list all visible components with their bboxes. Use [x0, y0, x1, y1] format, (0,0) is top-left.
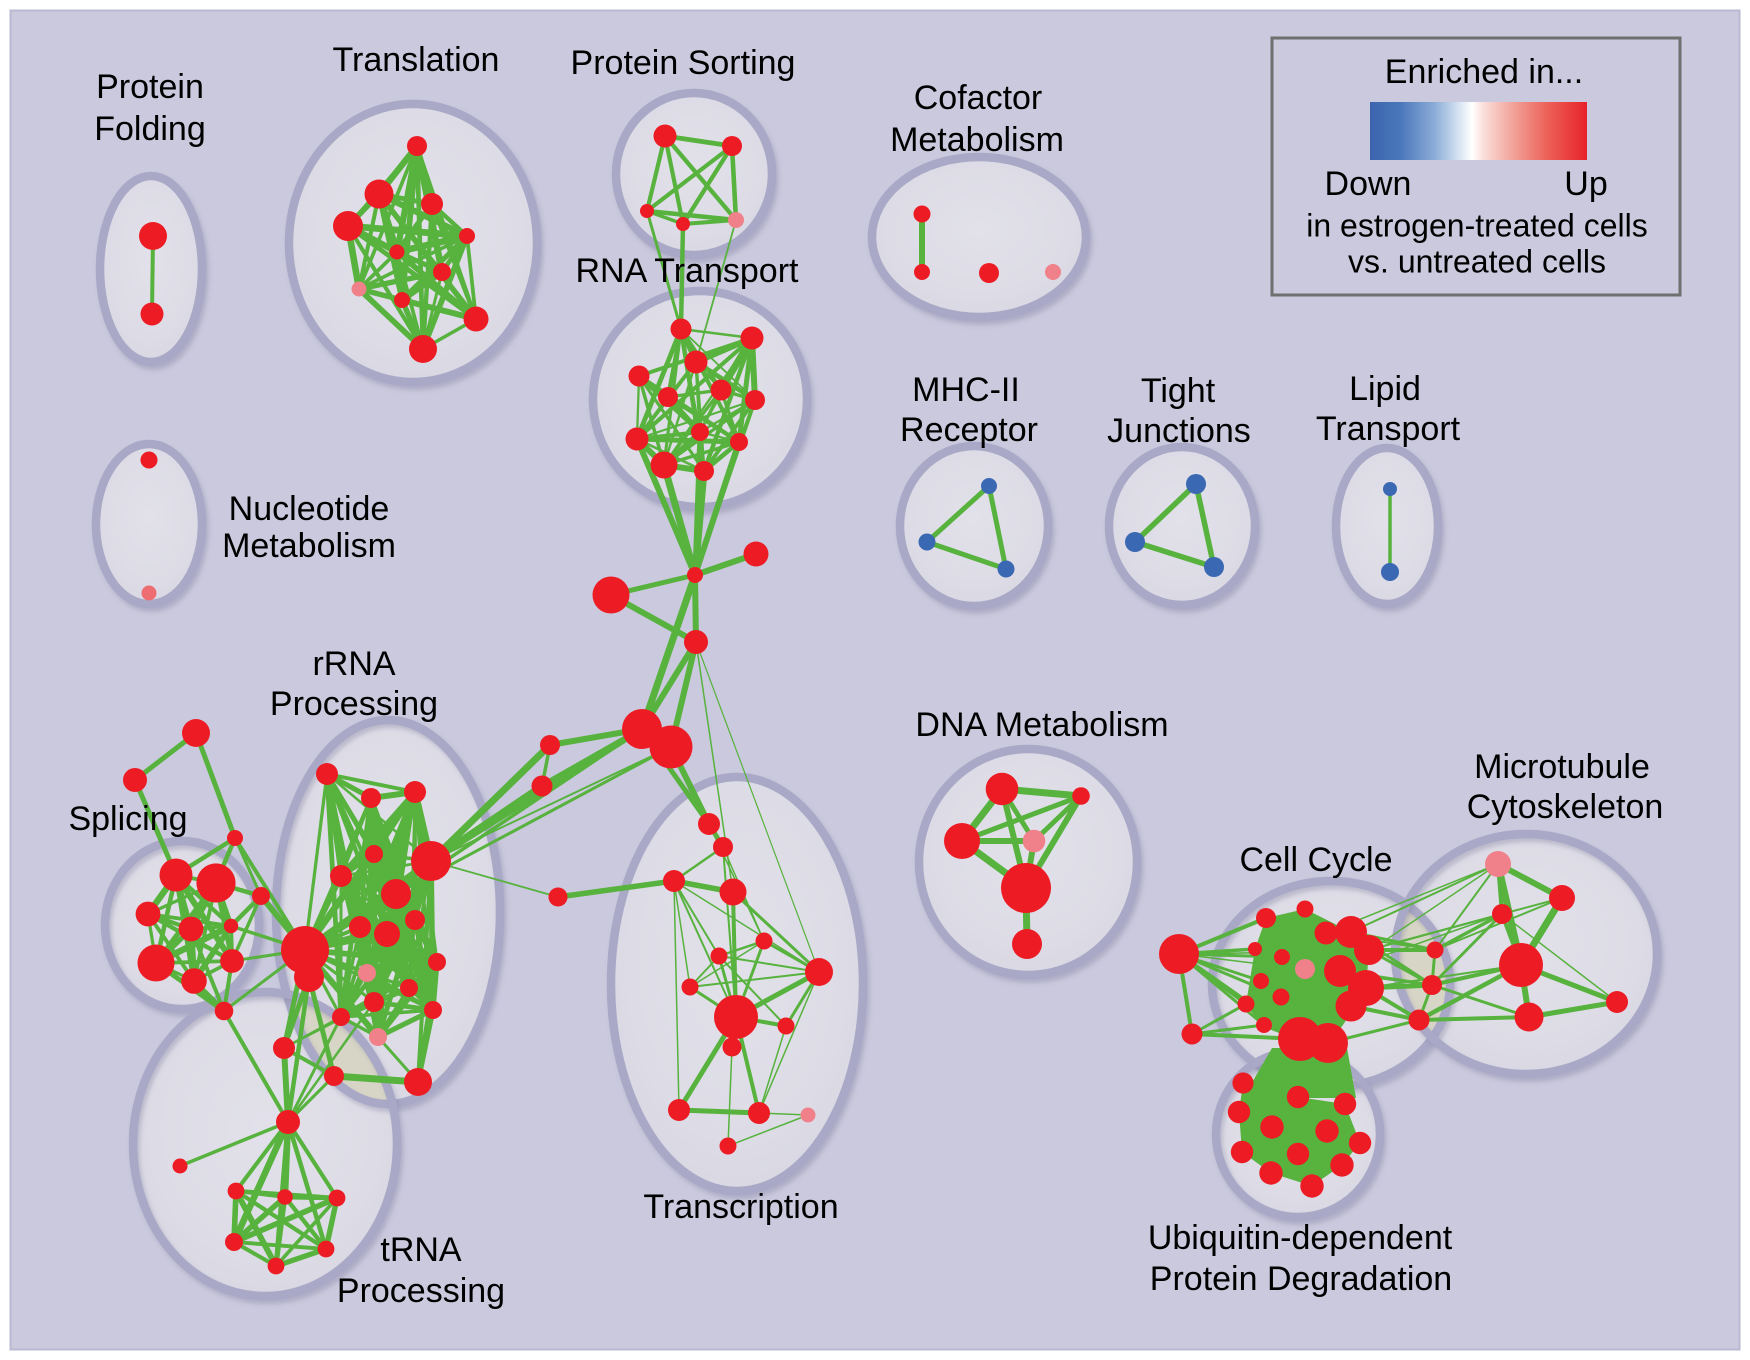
- svg-text:tRNA: tRNA: [380, 1231, 462, 1269]
- svg-text:Microtubule: Microtubule: [1474, 748, 1650, 786]
- svg-text:Folding: Folding: [94, 110, 206, 148]
- svg-text:RNA Transport: RNA Transport: [576, 252, 800, 290]
- svg-text:Enriched in...: Enriched in...: [1385, 53, 1583, 91]
- svg-text:vs. untreated cells: vs. untreated cells: [1348, 243, 1606, 279]
- svg-text:Up: Up: [1564, 165, 1607, 203]
- svg-text:Metabolism: Metabolism: [222, 527, 396, 565]
- svg-text:Nucleotide: Nucleotide: [229, 490, 390, 528]
- svg-text:Metabolism: Metabolism: [890, 121, 1064, 159]
- svg-text:Lipid: Lipid: [1349, 370, 1421, 408]
- svg-text:Protein: Protein: [96, 68, 204, 106]
- svg-text:Down: Down: [1325, 165, 1412, 203]
- svg-text:Processing: Processing: [337, 1272, 505, 1310]
- svg-text:Transport: Transport: [1316, 410, 1461, 448]
- svg-text:Ubiquitin-dependent: Ubiquitin-dependent: [1148, 1219, 1453, 1257]
- svg-text:rRNA: rRNA: [312, 645, 395, 683]
- svg-text:Processing: Processing: [270, 685, 438, 723]
- svg-text:Cytoskeleton: Cytoskeleton: [1467, 788, 1664, 826]
- svg-text:Tight: Tight: [1141, 372, 1216, 410]
- svg-text:Translation: Translation: [333, 41, 500, 79]
- svg-text:Junctions: Junctions: [1107, 412, 1251, 450]
- svg-text:Transcription: Transcription: [643, 1188, 838, 1226]
- svg-text:Cofactor: Cofactor: [914, 79, 1043, 117]
- svg-text:MHC-II: MHC-II: [912, 371, 1020, 409]
- svg-text:Protein Degradation: Protein Degradation: [1150, 1260, 1452, 1298]
- svg-text:Receptor: Receptor: [900, 411, 1038, 449]
- svg-text:Cell Cycle: Cell Cycle: [1239, 841, 1392, 879]
- svg-text:Protein Sorting: Protein Sorting: [571, 44, 796, 82]
- svg-text:DNA Metabolism: DNA Metabolism: [915, 706, 1168, 744]
- svg-text:Splicing: Splicing: [68, 800, 187, 838]
- svg-text:in estrogen-treated cells: in estrogen-treated cells: [1306, 207, 1648, 243]
